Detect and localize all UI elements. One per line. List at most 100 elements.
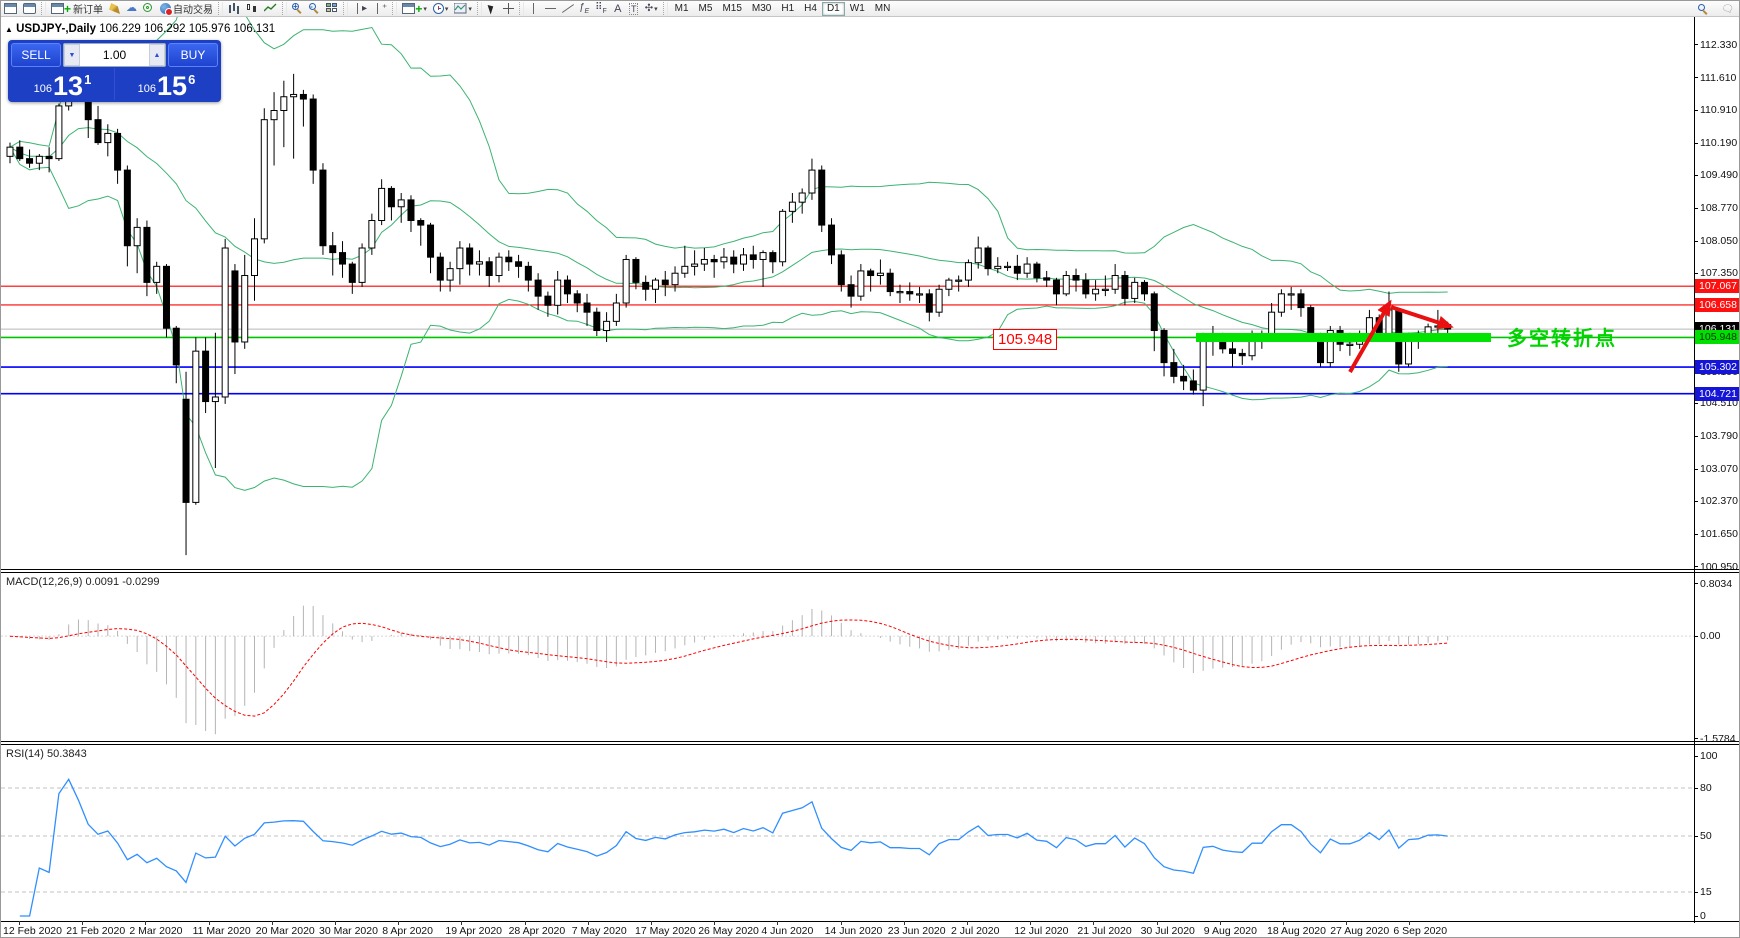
clear-button[interactable] — [106, 1, 123, 16]
axis-tick — [1694, 77, 1698, 79]
date-tick — [903, 921, 905, 925]
timeframe-w1[interactable]: W1 — [849, 3, 865, 14]
search-icon — [1698, 4, 1709, 15]
date-axis-label: 18 Aug 2020 — [1267, 925, 1326, 937]
price-axis-label: 103.790 — [1700, 430, 1738, 443]
cloud-icon: ☁ — [126, 2, 138, 14]
profiles-button[interactable] — [20, 1, 39, 16]
triangle-icon: ▸ — [362, 3, 368, 14]
date-tick — [1219, 921, 1221, 925]
cursor-tool[interactable] — [484, 1, 500, 16]
new-order-button[interactable]: + 新订单 — [48, 1, 106, 16]
arrows-tool[interactable]: ✣ ▾ — [642, 1, 661, 16]
date-tick — [1156, 921, 1158, 925]
trendline-tool[interactable] — [559, 1, 576, 16]
timeframe-m1[interactable]: M1 — [674, 3, 689, 14]
timeframe-d1[interactable]: D1 — [821, 1, 845, 16]
macd-pane[interactable] — [1, 573, 1694, 741]
price-axis-label: 109.490 — [1700, 169, 1738, 182]
sell-price-handle: 106 — [33, 83, 53, 95]
date-axis-label: 27 Aug 2020 — [1330, 925, 1390, 937]
volume-up-button[interactable]: ▲ — [149, 44, 165, 66]
price-callout[interactable]: 105.948 — [993, 329, 1058, 350]
date-tick — [587, 921, 589, 925]
buy-price-big: 15 — [157, 71, 188, 101]
price-chart[interactable] — [1, 17, 1694, 569]
date-tick — [840, 921, 842, 925]
chat-button[interactable]: 🗨 — [1718, 2, 1737, 17]
axis-tick — [1694, 583, 1698, 585]
sell-button[interactable]: SELL — [11, 43, 61, 67]
signals-button[interactable] — [140, 1, 157, 16]
axis-tick — [1694, 402, 1698, 404]
trendline-icon — [562, 3, 573, 14]
chart-shift-button[interactable]: ⁺ — [370, 1, 390, 16]
clock-icon — [432, 3, 444, 14]
rsi-axis-label: 15 — [1700, 886, 1712, 898]
price-axis-label: 110.190 — [1700, 137, 1738, 150]
timeframe-m30[interactable]: M30 — [751, 3, 772, 14]
channel-icon: ⠿F — [595, 2, 607, 15]
axis-tick — [1694, 207, 1698, 209]
bar-chart-icon — [228, 3, 240, 14]
axis-tick — [1694, 468, 1698, 470]
axis-tick — [1694, 835, 1698, 837]
pane-separator[interactable] — [1, 569, 1739, 573]
rsi-pane[interactable] — [1, 745, 1694, 921]
crosshair-tool[interactable] — [500, 1, 517, 16]
autotrade-button[interactable]: 自动交易 — [157, 1, 216, 16]
zoom-out-button[interactable]: - — [306, 1, 323, 16]
dropdown-arrow-icon: ▾ — [444, 5, 449, 13]
rsi-axis-label: 80 — [1700, 782, 1712, 794]
sell-price[interactable]: 106 13 1 — [11, 68, 114, 100]
date-tick — [19, 921, 20, 925]
add-indicator-button[interactable]: + ▾ — [399, 1, 430, 16]
date-axis-label: 2 Mar 2020 — [129, 925, 183, 937]
chart-shift-icon — [373, 3, 382, 14]
globe-icon — [160, 3, 174, 16]
date-tick — [1093, 921, 1095, 925]
axis-tick — [1694, 787, 1698, 789]
fibonacci-tool[interactable]: ƒE — [576, 1, 592, 16]
volume-value[interactable]: 1.00 — [102, 48, 127, 62]
timeframe-m15[interactable]: M15 — [722, 3, 742, 14]
auto-scroll-button[interactable]: ▸ — [350, 1, 370, 16]
price-tag: 104.721 — [1695, 386, 1739, 401]
search-button[interactable] — [1695, 2, 1712, 17]
date-tick — [1030, 921, 1032, 925]
vline-tool[interactable] — [526, 1, 542, 16]
date-axis-label: 7 May 2020 — [571, 925, 627, 937]
template-button[interactable]: ▾ — [451, 1, 475, 16]
tile-windows-button[interactable] — [323, 1, 341, 16]
date-tick — [1409, 921, 1411, 925]
timeframe-m5[interactable]: M5 — [698, 3, 713, 14]
zoom-in-button[interactable]: + — [289, 1, 306, 16]
axis-tick — [1694, 566, 1698, 568]
cloud-button[interactable]: ☁ — [123, 1, 140, 16]
price-axis-label: 111.610 — [1700, 71, 1737, 84]
candle-chart-button[interactable] — [243, 1, 261, 16]
pane-separator[interactable] — [1, 741, 1739, 745]
date-axis-label: 21 Feb 2020 — [66, 925, 126, 937]
cn-annotation[interactable]: 多空转折点 — [1507, 328, 1617, 350]
text-tool[interactable]: A — [610, 1, 626, 16]
buy-button[interactable]: BUY — [168, 43, 218, 67]
line-chart-button[interactable] — [261, 1, 280, 16]
date-axis-label: 30 Jul 2020 — [1140, 925, 1195, 937]
price-axis-label: 108.770 — [1700, 202, 1738, 215]
volume-down-button[interactable]: ▼ — [64, 44, 80, 66]
buy-price[interactable]: 106 15 6 — [115, 68, 218, 100]
price-axis-label: 102.370 — [1700, 495, 1738, 508]
bar-chart-button[interactable] — [225, 1, 243, 16]
new-chart-button[interactable] — [1, 1, 20, 16]
period-button[interactable]: ▾ — [430, 1, 452, 16]
label-tool[interactable]: T — [626, 1, 642, 16]
timeframe-h4[interactable]: H4 — [804, 3, 817, 14]
timeframe-mn[interactable]: MN — [874, 3, 891, 14]
channel-tool[interactable]: ⠿F — [592, 1, 610, 16]
macd-axis-label: 0.8034 — [1700, 577, 1733, 590]
price-tag: 105.948 — [1695, 330, 1739, 345]
hline-tool[interactable] — [542, 1, 559, 16]
toolbar: + 新订单 ☁ 自动交易 + - ▸ ⁺ + ▾ ▾ ▾ ƒE — [1, 1, 1739, 17]
timeframe-h1[interactable]: H1 — [781, 3, 795, 14]
